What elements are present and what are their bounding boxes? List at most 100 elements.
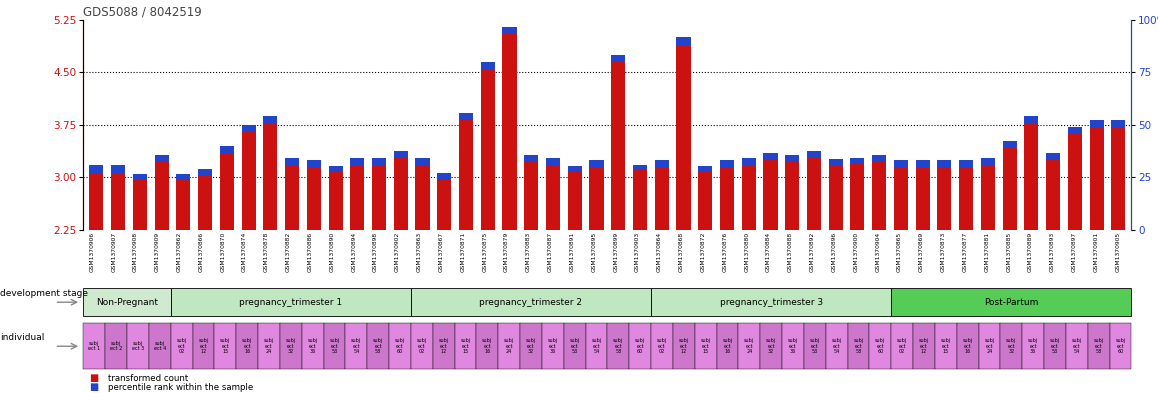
Bar (785, 155, 799, 162)
Bar (1025, 116, 1039, 123)
Text: subj
ect
58: subj ect 58 (614, 338, 623, 354)
Text: GSM1370903: GSM1370903 (635, 232, 640, 272)
Bar (307, 167, 321, 230)
Bar (394, 151, 408, 158)
Bar (611, 55, 625, 62)
Bar (741, 158, 756, 165)
Text: subj
ect 1: subj ect 1 (88, 341, 101, 351)
Bar (785, 162, 799, 230)
Text: subj
ect
54: subj ect 54 (351, 338, 361, 354)
Text: subj
ect
53: subj ect 53 (1050, 338, 1060, 354)
Bar (916, 167, 930, 230)
Text: subj
ect
16: subj ect 16 (962, 338, 973, 354)
Text: GSM1370890: GSM1370890 (330, 232, 335, 272)
Text: GSM1370868: GSM1370868 (679, 232, 683, 272)
Bar (89, 165, 103, 174)
Text: GSM1370898: GSM1370898 (373, 232, 379, 272)
Bar (698, 172, 712, 230)
Text: GSM1370906: GSM1370906 (89, 232, 94, 272)
Text: subj
ect 4: subj ect 4 (154, 341, 166, 351)
Text: GSM1370872: GSM1370872 (701, 232, 705, 272)
Bar (1046, 153, 1061, 160)
Text: GSM1370882: GSM1370882 (286, 232, 291, 272)
Bar (654, 160, 669, 167)
Bar (959, 167, 973, 230)
Bar (438, 179, 452, 230)
Text: pregnancy_trimester 1: pregnancy_trimester 1 (240, 298, 343, 307)
Bar (1090, 127, 1104, 230)
Text: subj
ect
12: subj ect 12 (439, 338, 448, 354)
Text: GSM1370889: GSM1370889 (1028, 232, 1033, 272)
Bar (220, 153, 234, 230)
Text: GSM1370875: GSM1370875 (482, 232, 488, 272)
Bar (1112, 127, 1126, 230)
Bar (937, 167, 952, 230)
Bar (829, 165, 843, 230)
Bar (372, 158, 386, 165)
Bar (481, 69, 494, 230)
Text: subj
ect
36: subj ect 36 (1028, 338, 1039, 354)
Text: subj
ect
53: subj ect 53 (809, 338, 820, 354)
Text: subj
ect
54: subj ect 54 (592, 338, 601, 354)
Bar (763, 153, 777, 160)
Text: GSM1370863: GSM1370863 (417, 232, 422, 272)
Text: subj
ect
15: subj ect 15 (701, 338, 711, 354)
Text: subj
ect
60: subj ect 60 (1115, 338, 1126, 354)
Text: GSM1370870: GSM1370870 (220, 232, 226, 272)
Bar (654, 167, 669, 230)
Bar (133, 180, 147, 230)
Bar (111, 174, 125, 230)
Text: Post-Partum: Post-Partum (984, 298, 1039, 307)
Text: subj
ect
32: subj ect 32 (1006, 338, 1017, 354)
Text: subj
ect
24: subj ect 24 (264, 338, 274, 354)
Bar (242, 132, 256, 230)
Bar (176, 174, 190, 180)
Bar (133, 174, 147, 180)
Text: GSM1370886: GSM1370886 (308, 232, 313, 272)
Bar (220, 146, 234, 153)
Text: subj
ect
54: subj ect 54 (831, 338, 842, 354)
Bar (872, 155, 886, 162)
Bar (1025, 123, 1039, 230)
Text: subj
ect
24: subj ect 24 (984, 338, 995, 354)
Bar (176, 180, 190, 230)
Bar (829, 159, 843, 165)
Text: GSM1370900: GSM1370900 (853, 232, 858, 272)
Text: GSM1370899: GSM1370899 (614, 232, 618, 272)
Bar (329, 166, 343, 172)
Bar (763, 160, 777, 230)
Text: subj
ect
32: subj ect 32 (767, 338, 776, 354)
Text: subj
ect
53: subj ect 53 (570, 338, 580, 354)
Bar (285, 165, 299, 230)
Text: GSM1370895: GSM1370895 (592, 232, 596, 272)
Text: subj
ect 2: subj ect 2 (110, 341, 123, 351)
Text: GSM1370880: GSM1370880 (745, 232, 749, 272)
Text: subj
ect
58: subj ect 58 (853, 338, 864, 354)
Text: GSM1370885: GSM1370885 (1006, 232, 1011, 272)
Bar (263, 123, 278, 230)
Bar (741, 165, 756, 230)
Bar (981, 158, 995, 165)
Bar (438, 173, 452, 179)
Text: GDS5088 / 8042519: GDS5088 / 8042519 (83, 6, 203, 18)
Text: GSM1370874: GSM1370874 (242, 232, 247, 272)
Bar (633, 170, 647, 230)
Text: subj
ect
54: subj ect 54 (1071, 338, 1082, 354)
Text: subj
ect
02: subj ect 02 (657, 338, 667, 354)
Text: subj
ect
24: subj ect 24 (504, 338, 514, 354)
Bar (807, 151, 821, 158)
Text: GSM1370883: GSM1370883 (526, 232, 532, 272)
Text: GSM1370909: GSM1370909 (155, 232, 160, 272)
Text: GSM1370871: GSM1370871 (461, 232, 466, 272)
Text: subj
ect
36: subj ect 36 (787, 338, 798, 354)
Text: subj
ect
02: subj ect 02 (897, 338, 907, 354)
Bar (481, 62, 494, 69)
Bar (633, 165, 647, 170)
Bar (198, 176, 212, 230)
Bar (894, 160, 908, 167)
Text: subj
ect
24: subj ect 24 (745, 338, 754, 354)
Text: subj
ect
32: subj ect 32 (526, 338, 536, 354)
Text: subj
ect
12: subj ect 12 (919, 338, 929, 354)
Text: pregnancy_trimester 2: pregnancy_trimester 2 (479, 298, 582, 307)
Text: GSM1370865: GSM1370865 (897, 232, 902, 272)
